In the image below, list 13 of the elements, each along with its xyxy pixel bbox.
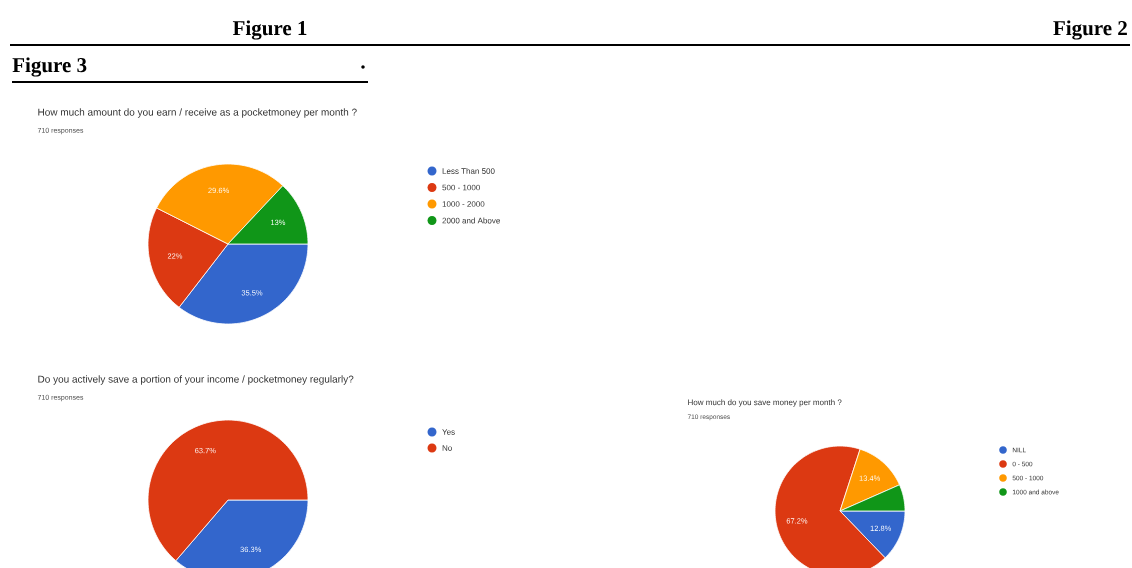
caption: Figure 3 (12, 57, 87, 77)
legend-label: No (442, 445, 452, 451)
chart-title: How much do you save money per month ? (688, 399, 842, 407)
text: . (361, 65, 365, 69)
chart-title: How much amount do you earn / receive as a pocketmoney per month ? (38, 108, 357, 118)
legend-label: 1000 - 2000 (442, 201, 485, 207)
caption: Figure 1 (232, 20, 307, 40)
caption: Figure 2 (1053, 20, 1127, 40)
legend-label: Less Than 500 (442, 168, 495, 174)
legend-label: 500 - 1000 (442, 184, 480, 191)
chart-title: Do you actively save a portion of your income / pocketmoney regularly? (38, 375, 354, 385)
legend-label: 2000 and Above (442, 217, 500, 224)
legend-label: Yes (442, 429, 455, 435)
